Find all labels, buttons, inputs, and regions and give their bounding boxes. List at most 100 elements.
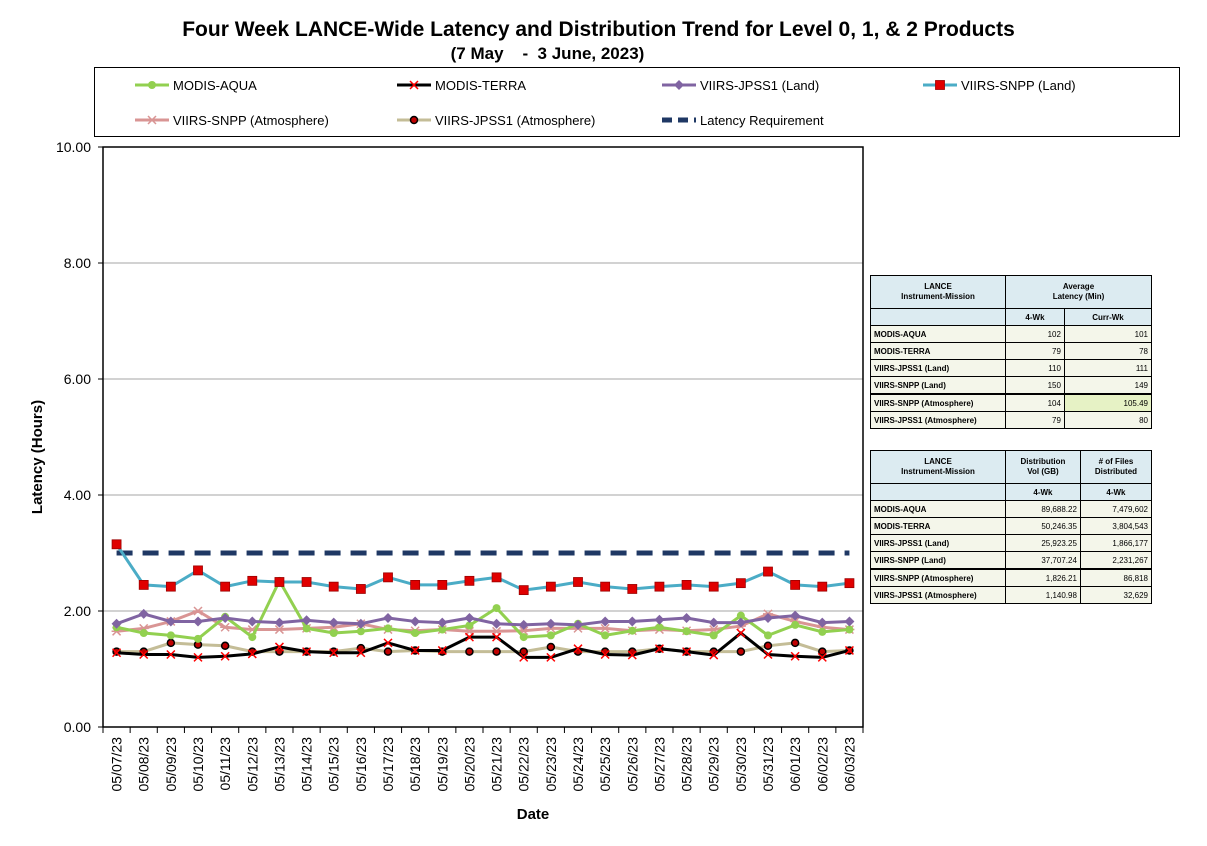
row-label: VIIRS-JPSS1 (Atmosphere) — [870, 411, 1006, 429]
data-point-1-25 — [790, 651, 800, 661]
data-point-0-18 — [601, 631, 610, 640]
dist-header-files: # of Files Distributed — [1079, 450, 1153, 484]
x-tick-label: 05/23/23 — [543, 737, 559, 792]
data-point-1-7 — [302, 647, 312, 657]
data-point-3-16 — [545, 581, 556, 592]
data-point-1-26 — [817, 652, 827, 662]
legend-swatch-4 — [135, 115, 169, 125]
legend-swatch-5 — [397, 115, 431, 125]
data-point-3-27 — [844, 578, 855, 589]
data-point-5-25 — [790, 638, 800, 648]
data-point-0-10 — [384, 624, 392, 633]
x-tick-label: 05/29/23 — [706, 737, 722, 792]
data-point-1-18 — [600, 649, 610, 660]
x-tick-label: 05/07/23 — [109, 737, 125, 792]
x-tick-label: 05/13/23 — [271, 737, 287, 792]
table-row: VIIRS-JPSS1 (Land) 25,923.25 1,866,177 — [870, 534, 1153, 552]
row-label: MODIS-TERRA — [870, 342, 1006, 360]
series-line-3 — [115, 543, 850, 592]
series-1 — [112, 628, 854, 662]
data-point-0-11 — [411, 629, 420, 638]
legend-label-6: Latency Requirement — [700, 113, 824, 128]
legend: MODIS-AQUA MODIS-TERRA VIIRS-JPSS1 (Land… — [94, 67, 1180, 137]
data-point-3-14 — [491, 572, 502, 583]
data-point-0-3 — [194, 634, 202, 643]
data-point-0-2 — [166, 631, 175, 640]
table-row: VIIRS-JPSS1 (Atmosphere) 1,140.98 32,629 — [870, 586, 1153, 604]
data-point-2-6 — [274, 617, 285, 628]
data-point-2-14 — [491, 618, 502, 629]
x-tick-label: 05/15/23 — [326, 737, 342, 792]
dist-header-mission: LANCE Instrument-Mission — [870, 450, 1006, 484]
table-row: MODIS-TERRA 79 78 — [870, 342, 1153, 360]
data-point-3-8 — [328, 581, 339, 592]
data-point-1-21 — [682, 647, 692, 657]
data-point-4-6 — [274, 625, 285, 635]
latency-header-avg: Average Latency (Min) — [1005, 275, 1152, 309]
legend-label-5: VIIRS-JPSS1 (Atmosphere) — [435, 113, 596, 128]
value-files: 3,804,543 — [1079, 517, 1153, 535]
x-tick-label: 05/18/23 — [407, 737, 423, 792]
series-5 — [112, 638, 854, 656]
data-point-1-15 — [519, 652, 529, 662]
value-4wk: 102 — [1005, 325, 1065, 343]
dist-sub-files: 4-Wk — [1079, 483, 1153, 501]
data-point-3-12 — [437, 580, 448, 590]
y-tick-label: 4.00 — [64, 487, 91, 503]
series-2 — [111, 608, 855, 630]
x-tick-label: 05/31/23 — [760, 737, 776, 792]
data-point-1-12 — [437, 645, 447, 655]
y-axis-label: Latency (Hours) — [29, 400, 46, 514]
data-point-3-26 — [817, 581, 828, 592]
series-3 — [111, 539, 855, 596]
data-point-3-2 — [165, 581, 176, 592]
x-tick-label: 05/12/23 — [244, 737, 260, 792]
chart-subtitle: (7 May - 3 June, 2023) — [450, 44, 645, 63]
legend-marker-2 — [674, 80, 684, 90]
data-point-5-26 — [818, 647, 827, 656]
data-point-2-25 — [790, 610, 801, 621]
x-tick-label: 05/14/23 — [299, 737, 315, 792]
table-row: MODIS-AQUA 89,688.22 7,479,602 — [870, 500, 1153, 518]
value-volume: 25,923.25 — [1005, 534, 1081, 552]
value-files: 7,479,602 — [1079, 500, 1153, 518]
series-line-5 — [116, 641, 850, 654]
data-point-1-13 — [464, 632, 474, 642]
data-point-5-15 — [519, 647, 528, 656]
latency-table: LANCE Instrument-Mission Average Latency (… — [870, 275, 1153, 429]
data-point-2-27 — [844, 616, 855, 627]
data-point-0-26 — [818, 627, 827, 636]
row-label: VIIRS-SNPP (Atmosphere) — [870, 568, 1006, 587]
data-point-1-22 — [709, 650, 719, 660]
data-point-5-24 — [763, 641, 773, 651]
data-point-1-3 — [193, 652, 203, 662]
data-point-3-13 — [464, 575, 475, 586]
data-point-4-4 — [220, 622, 231, 632]
x-tick-label: 05/16/23 — [353, 737, 369, 792]
value-4wk: 79 — [1005, 342, 1065, 360]
y-tick-label: 0.00 — [64, 719, 91, 735]
data-point-0-16 — [546, 631, 555, 640]
legend-label-1: MODIS-TERRA — [435, 78, 526, 93]
data-point-0-15 — [519, 633, 528, 642]
data-point-2-15 — [518, 619, 529, 630]
x-tick-label: 05/19/23 — [434, 737, 450, 792]
data-point-0-8 — [329, 629, 338, 638]
row-label: MODIS-AQUA — [870, 500, 1006, 518]
data-point-2-18 — [600, 616, 611, 627]
legend-marker-3 — [935, 80, 945, 90]
legend-swatch-1 — [397, 80, 431, 90]
data-point-2-11 — [410, 616, 421, 627]
y-tick-label: 2.00 — [64, 603, 91, 619]
value-files: 86,818 — [1079, 568, 1153, 587]
data-point-2-1 — [138, 608, 149, 619]
x-tick-label: 05/09/23 — [163, 737, 179, 792]
data-point-0-12 — [438, 625, 447, 634]
data-point-3-25 — [790, 580, 801, 590]
data-point-2-2 — [165, 616, 176, 627]
x-tick-label: 05/21/23 — [489, 737, 505, 792]
data-point-5-16 — [546, 642, 556, 652]
x-tick-label: 05/26/23 — [624, 737, 640, 792]
data-point-2-16 — [545, 618, 556, 629]
